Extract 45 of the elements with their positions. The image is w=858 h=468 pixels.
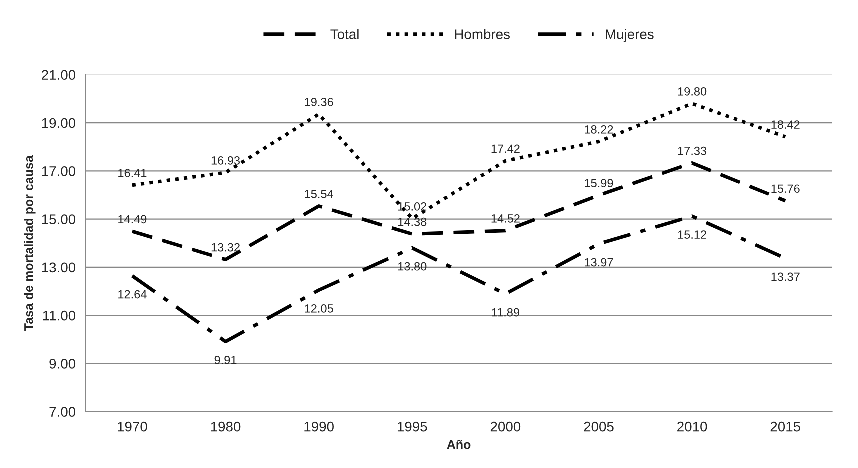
data-label: 17.33: [678, 146, 707, 156]
data-label: 15.02: [398, 202, 427, 211]
data-label: 11.89: [492, 308, 520, 317]
data-label: 15.76: [772, 184, 800, 194]
legend-label: Hombres: [455, 29, 510, 40]
y-tick-label: 11.00: [43, 310, 76, 321]
y-tick-label: 19.00: [42, 118, 76, 128]
x-tick-label: 2010: [678, 422, 708, 432]
data-label: 13.37: [772, 272, 800, 282]
x-tick-label: 2005: [584, 422, 614, 432]
data-label: 14.38: [398, 218, 427, 226]
data-label: 16.93: [212, 156, 240, 165]
y-tick-label: 9.00: [50, 359, 76, 369]
data-label: 15.99: [585, 179, 614, 188]
data-label: 19.36: [305, 98, 334, 106]
data-label: 18.22: [585, 125, 614, 134]
x-tick-label: 2000: [490, 422, 521, 432]
x-axis-title: Año: [447, 440, 471, 450]
data-label: 14.52: [492, 214, 520, 223]
data-label: 19.80: [678, 87, 707, 96]
data-label: 18.42: [772, 120, 800, 130]
y-axis-title: Tasa de mortalidad por causa: [24, 156, 36, 331]
y-tick-label: 7.00: [50, 407, 76, 418]
y-tick-label: 15.00: [42, 214, 76, 224]
y-tick-label: 21.00: [42, 70, 76, 80]
data-label: 13.32: [212, 243, 240, 252]
x-tick-label: 1995: [398, 422, 428, 432]
legend-label: Mujeres: [606, 29, 654, 42]
data-label: 15.54: [305, 190, 334, 198]
y-tick-label: 13.00: [42, 262, 76, 273]
data-label: 12.64: [118, 290, 147, 299]
data-label: 13.80: [398, 262, 427, 271]
data-label: 13.97: [585, 258, 614, 267]
data-label: 12.05: [305, 304, 334, 313]
x-tick-label: 2015: [770, 422, 800, 432]
x-tick-label: 1970: [118, 422, 148, 432]
x-tick-label: 1980: [211, 422, 241, 432]
data-label: 9.91: [214, 356, 237, 364]
data-label: 17.42: [492, 144, 520, 153]
x-tick-label: 1990: [304, 422, 334, 432]
data-label: 14.49: [118, 215, 147, 224]
data-label: 15.12: [678, 230, 706, 240]
data-label: 16.41: [118, 169, 147, 178]
y-tick-label: 17.00: [42, 166, 76, 176]
legend-label: Total: [330, 29, 359, 40]
